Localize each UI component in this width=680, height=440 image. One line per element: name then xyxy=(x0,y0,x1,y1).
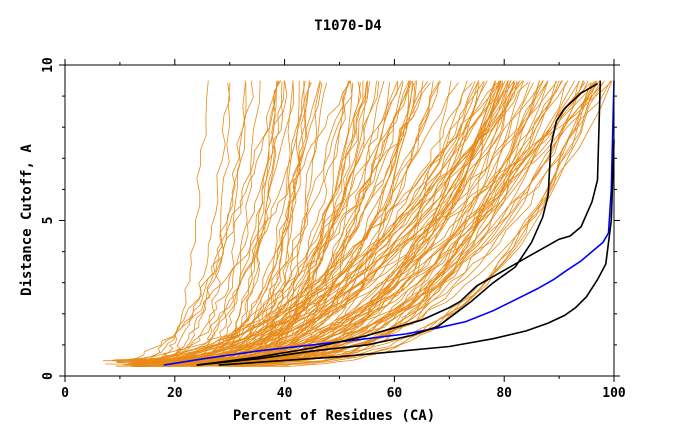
x-tick-label: 100 xyxy=(602,386,626,401)
y-tick-label: 0 xyxy=(41,372,56,380)
highlight-curve-2 xyxy=(196,83,598,366)
model-curve xyxy=(117,81,520,361)
model-curve xyxy=(153,80,209,360)
x-tick-label: 80 xyxy=(496,386,512,401)
model-curve xyxy=(232,80,353,363)
model-curve xyxy=(164,80,424,367)
x-tick-label: 0 xyxy=(61,386,69,401)
highlight-curve-1 xyxy=(196,80,602,366)
model-curve xyxy=(133,82,604,361)
y-tick-label: 10 xyxy=(41,57,56,73)
x-axis-label: Percent of Residues (CA) xyxy=(233,408,435,424)
model-curve xyxy=(156,80,524,364)
background-model-curves xyxy=(103,80,613,368)
model-curve xyxy=(218,80,321,361)
model-curve xyxy=(115,80,352,363)
model-curve xyxy=(195,82,496,365)
model-curve xyxy=(133,80,549,363)
highlighted-model-curves xyxy=(163,80,615,366)
model-curve xyxy=(128,81,612,364)
model-curve xyxy=(183,81,602,366)
model-curve xyxy=(211,80,502,367)
model-curve xyxy=(136,80,612,363)
reference-curve xyxy=(163,80,615,366)
axis-ticks: 0 20 40 60 80 100 0 5 10 xyxy=(41,57,626,401)
model-curve xyxy=(141,80,282,360)
x-tick-label: 20 xyxy=(167,386,183,401)
model-curve xyxy=(211,80,518,361)
x-tick-label: 60 xyxy=(387,386,403,401)
model-curve xyxy=(132,81,501,363)
highlight-curve-3 xyxy=(218,139,615,366)
model-curve xyxy=(198,82,480,364)
model-curve xyxy=(158,82,247,362)
model-curve xyxy=(141,82,312,360)
y-axis-label: Distance Cutoff, A xyxy=(19,144,35,296)
chart-title: T1070-D4 xyxy=(314,18,381,34)
model-curve xyxy=(222,82,592,364)
model-curve xyxy=(133,80,280,367)
y-tick-label: 5 xyxy=(41,217,56,225)
model-curve xyxy=(212,80,589,366)
model-curve xyxy=(170,80,476,363)
model-curve xyxy=(130,82,529,367)
x-tick-label: 40 xyxy=(277,386,293,401)
model-curve xyxy=(235,80,511,365)
model-curve xyxy=(154,82,231,364)
model-curve xyxy=(142,80,254,367)
model-curve xyxy=(161,80,285,361)
model-curve xyxy=(117,80,501,363)
